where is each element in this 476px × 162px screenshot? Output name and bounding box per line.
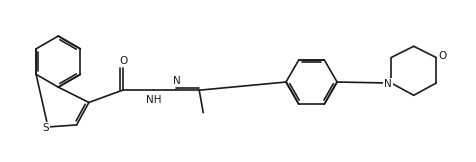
Text: NH: NH	[147, 95, 162, 105]
Text: O: O	[119, 56, 128, 66]
Text: O: O	[438, 52, 446, 62]
Text: S: S	[43, 123, 50, 133]
Text: N: N	[384, 79, 392, 89]
Text: N: N	[173, 76, 180, 86]
